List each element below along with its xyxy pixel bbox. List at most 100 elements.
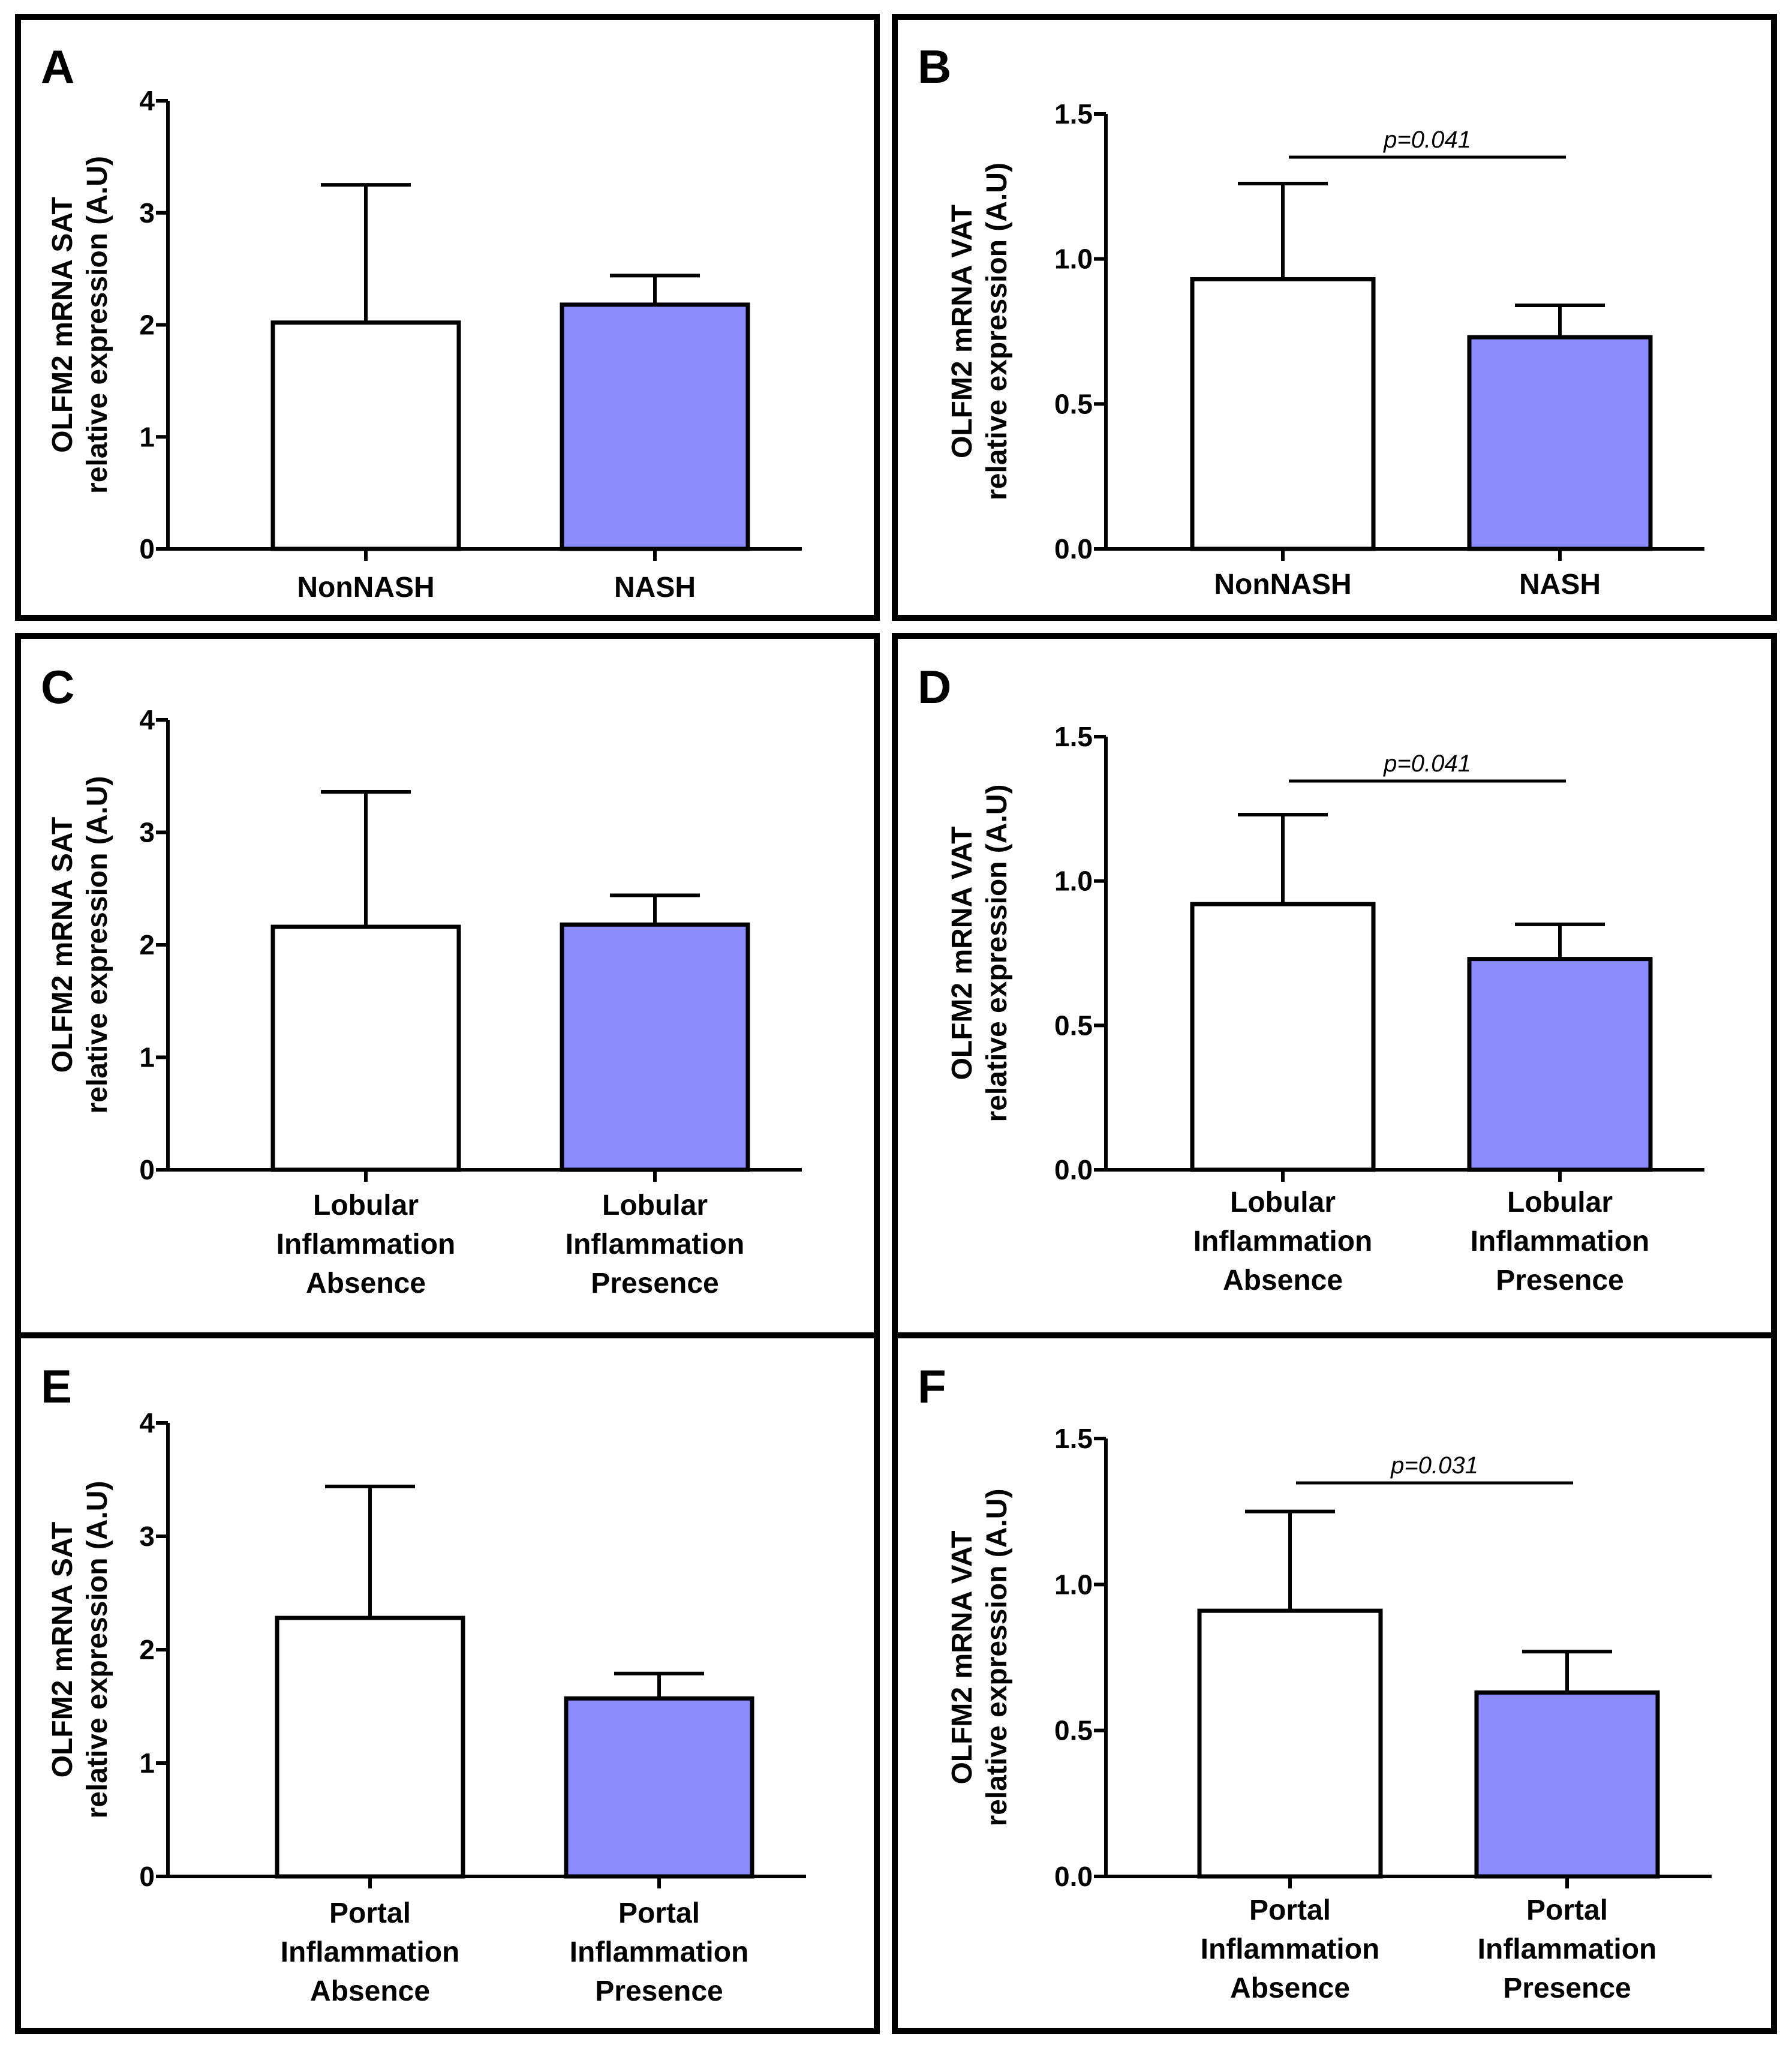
y-axis-label-line: OLFM2 mRNA SAT <box>47 817 79 1073</box>
y-axis-label-line: relative expression (A.U) <box>82 776 113 1114</box>
y-tick-label: 0 <box>139 1861 155 1892</box>
y-tick-label: 0.5 <box>1054 1010 1093 1041</box>
x-category-label: Absence <box>1230 1972 1350 2004</box>
y-tick-label: 1 <box>139 1042 155 1073</box>
x-category-label: Portal <box>329 1897 411 1929</box>
y-axis-label: OLFM2 mRNA VAT relative expression (A.U) <box>946 163 1013 500</box>
y-tick-label: 1 <box>139 421 155 452</box>
panel-frame <box>15 1332 880 2034</box>
x-category-label: Inflammation <box>281 1936 460 1968</box>
y-tick-label: 2 <box>139 310 155 341</box>
y-axis-label-line: relative expression (A.U) <box>981 785 1013 1122</box>
bar <box>560 922 750 1172</box>
bar <box>560 302 750 551</box>
bar <box>270 924 461 1172</box>
y-axis-label-line: relative expression (A.U) <box>82 156 113 494</box>
bar <box>1474 1690 1660 1879</box>
y-tick-label: 0.0 <box>1054 533 1093 564</box>
x-category-label: NASH <box>614 572 696 603</box>
y-tick-label: 4 <box>139 1407 155 1439</box>
y-axis-label-line: OLFM2 mRNA VAT <box>946 1530 978 1784</box>
panel-letter: D <box>918 660 951 713</box>
x-category-label: Lobular <box>313 1190 419 1221</box>
significance-label: p=0.031 <box>1390 1452 1478 1479</box>
x-category-label: Portal <box>1526 1894 1608 1926</box>
y-tick-label: 1.5 <box>1054 98 1093 130</box>
x-category-label: Absence <box>310 1975 430 2007</box>
panel-a: A OLFM2 mRNA SAT relative expression (A.U)… <box>15 14 880 621</box>
panel-letter: A <box>41 40 74 93</box>
y-tick-label: 0.0 <box>1054 1861 1093 1892</box>
bar <box>1467 335 1653 551</box>
y-tick-label: 2 <box>139 1634 155 1665</box>
y-tick-label: 0.5 <box>1054 388 1093 419</box>
panel-letter: B <box>918 40 951 93</box>
y-tick-label: 1.5 <box>1054 1423 1093 1454</box>
y-tick-label: 1 <box>139 1747 155 1779</box>
x-category-label: Lobular <box>602 1190 708 1221</box>
y-tick-label: 0.0 <box>1054 1154 1093 1185</box>
x-category-label: Presence <box>1503 1972 1631 2004</box>
x-category-label: Inflammation <box>570 1936 749 1968</box>
y-axis-label-line: relative expression (A.U) <box>82 1481 113 1819</box>
x-category-label: Presence <box>1496 1265 1624 1296</box>
y-axis-label-line: OLFM2 mRNA SAT <box>47 197 79 453</box>
panel-e: E OLFM2 mRNA SAT relative expression (A.U)… <box>15 1332 880 2034</box>
y-axis-label: OLFM2 mRNA SAT relative expression (A.U) <box>47 776 113 1114</box>
bar <box>1197 1608 1383 1879</box>
y-tick-label: 3 <box>139 1521 155 1552</box>
x-category-label: Inflammation <box>1201 1933 1380 1965</box>
y-axis-label: OLFM2 mRNA SAT relative expression (A.U) <box>47 1481 113 1819</box>
panel-letter: C <box>41 660 74 713</box>
x-category-label: Absence <box>306 1268 426 1299</box>
panel-letter: E <box>41 1360 72 1413</box>
y-tick-label: 4 <box>139 85 155 116</box>
x-category-label: Lobular <box>1230 1187 1336 1218</box>
y-tick-label: 4 <box>139 704 155 735</box>
bar <box>1467 957 1653 1172</box>
bar <box>1190 902 1376 1172</box>
bar <box>275 1615 465 1879</box>
y-tick-label: 3 <box>139 197 155 229</box>
panel-c: C OLFM2 mRNA SAT relative expression (A.U)… <box>15 633 880 1338</box>
x-category-label: NonNASH <box>297 572 434 603</box>
panel-f: F OLFM2 mRNA VAT relative expression (A.U)… <box>892 1332 1777 2034</box>
y-axis-label-line: OLFM2 mRNA VAT <box>946 826 978 1080</box>
bar <box>270 320 461 551</box>
y-tick-label: 1.0 <box>1054 866 1093 897</box>
y-tick-label: 0.5 <box>1054 1715 1093 1746</box>
y-tick-label: 3 <box>139 817 155 848</box>
panel-letter: F <box>918 1360 946 1413</box>
y-axis-label: OLFM2 mRNA VAT relative expression (A.U) <box>946 785 1013 1122</box>
panel-frame <box>892 1332 1777 2034</box>
x-category-label: Inflammation <box>1193 1226 1373 1257</box>
y-axis-label-line: relative expression (A.U) <box>981 163 1013 500</box>
significance-label: p=0.041 <box>1383 127 1471 153</box>
y-axis-label: OLFM2 mRNA SAT relative expression (A.U) <box>47 156 113 494</box>
x-category-label: Absence <box>1223 1265 1343 1296</box>
y-tick-label: 1.5 <box>1054 721 1093 752</box>
y-tick-label: 2 <box>139 929 155 960</box>
x-category-label: Portal <box>618 1897 700 1929</box>
x-category-label: NonNASH <box>1214 569 1351 600</box>
x-category-label: Portal <box>1249 1894 1331 1926</box>
x-category-label: Lobular <box>1507 1187 1613 1218</box>
x-category-label: Inflammation <box>276 1229 456 1260</box>
x-category-label: Presence <box>595 1975 723 2007</box>
significance-label: p=0.041 <box>1383 750 1471 777</box>
panel-frame <box>15 14 880 621</box>
y-axis-label: OLFM2 mRNA VAT relative expression (A.U) <box>946 1489 1013 1827</box>
x-category-label: Inflammation <box>1471 1226 1650 1257</box>
panel-frame <box>892 14 1777 621</box>
y-axis-label-line: relative expression (A.U) <box>981 1489 1013 1827</box>
y-axis-label-line: OLFM2 mRNA VAT <box>946 205 978 458</box>
y-tick-label: 1.0 <box>1054 1569 1093 1600</box>
x-category-label: Inflammation <box>566 1229 745 1260</box>
panel-d: D OLFM2 mRNA VAT relative expression (A.U)… <box>892 633 1777 1338</box>
y-tick-label: 0 <box>139 533 155 564</box>
bar <box>564 1696 754 1879</box>
y-axis-label-line: OLFM2 mRNA SAT <box>47 1522 79 1778</box>
y-tick-label: 0 <box>139 1154 155 1185</box>
